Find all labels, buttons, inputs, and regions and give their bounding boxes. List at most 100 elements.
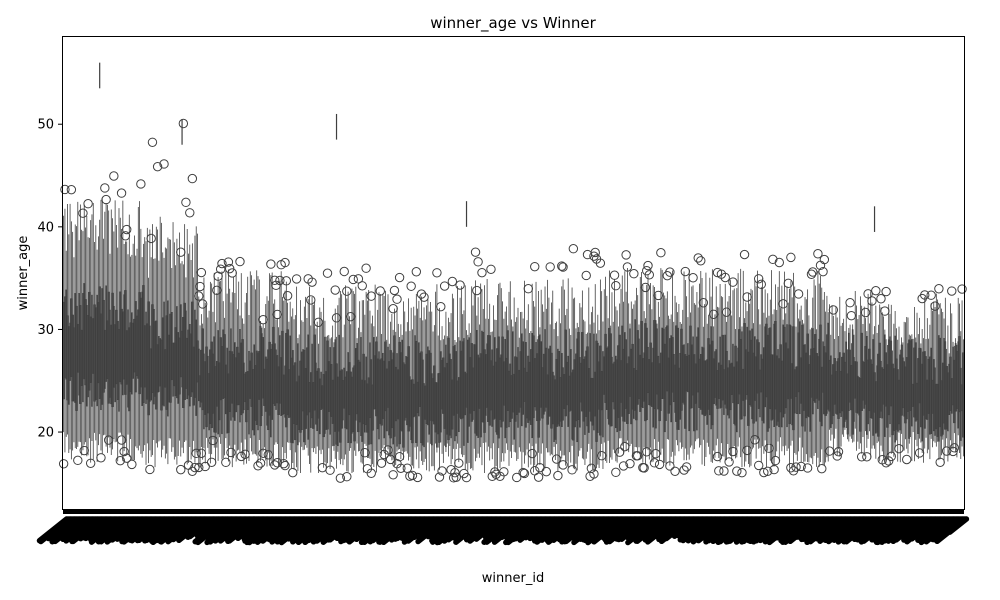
box-body [255, 350, 258, 425]
box-20 [88, 237, 91, 439]
box-208 [330, 337, 333, 462]
box-634 [878, 304, 881, 462]
box-body [388, 361, 391, 436]
box-body [223, 334, 226, 398]
outlier-point [253, 461, 263, 471]
box-body [578, 357, 581, 428]
outlier-point [392, 294, 402, 304]
outlier-point [223, 257, 234, 267]
box-699 [962, 339, 965, 457]
box-427 [612, 321, 615, 450]
plot-area [58, 62, 967, 483]
box-body [763, 347, 765, 424]
box-body [853, 357, 855, 422]
outlier-point [282, 291, 293, 301]
box-body [752, 352, 755, 424]
box-body [470, 343, 473, 422]
box-body [429, 352, 432, 421]
box-193 [307, 277, 317, 449]
box-body [496, 348, 499, 435]
box-body [111, 292, 114, 408]
box-body [513, 373, 515, 440]
box-288 [433, 325, 436, 471]
outlier-point [376, 458, 387, 468]
box-696 [958, 303, 961, 454]
box-550 [770, 270, 773, 462]
box-134 [235, 271, 237, 462]
box-101 [192, 277, 195, 441]
outlier-point [375, 286, 385, 296]
outlier-point [206, 457, 217, 468]
outlier-point [639, 463, 649, 473]
outlier-point [152, 161, 163, 172]
box-688 [948, 353, 951, 456]
box-body [264, 356, 267, 412]
outlier-point [768, 254, 778, 265]
box-body [590, 377, 593, 422]
box-body [376, 358, 379, 430]
box-body [873, 372, 876, 413]
outlier-point [83, 199, 93, 209]
box-body [701, 346, 703, 415]
box-body [669, 338, 671, 406]
box-body [738, 329, 741, 395]
box-422 [605, 295, 608, 463]
box-2 [65, 250, 68, 437]
box-body [185, 310, 187, 389]
outlier-point [127, 459, 137, 470]
box-body [196, 340, 199, 383]
box-body [137, 309, 140, 379]
box-body [844, 361, 846, 422]
box-body [266, 358, 268, 426]
box-body [759, 369, 761, 418]
box-body [289, 335, 292, 418]
box-135 [236, 309, 239, 451]
box-623 [860, 307, 871, 432]
box-124 [222, 301, 225, 459]
box-182 [297, 337, 299, 471]
outlier-point [930, 301, 940, 311]
box-body [468, 337, 470, 427]
outlier-point [66, 184, 77, 195]
box-7 [71, 231, 74, 451]
box-body [208, 373, 210, 431]
box-body [463, 338, 465, 446]
box-body [232, 354, 235, 418]
box-body [416, 381, 419, 414]
outlier-point [876, 294, 886, 304]
box-body [379, 359, 382, 424]
box-530 [745, 302, 747, 462]
box-127 [226, 293, 228, 449]
box-545 [764, 289, 766, 441]
box-body [268, 341, 271, 416]
box-body [483, 349, 486, 433]
box-body [569, 349, 572, 411]
outlier-point [926, 290, 936, 300]
box-body [364, 380, 366, 433]
box-body [528, 361, 531, 421]
box-body [143, 325, 146, 388]
box-382 [554, 322, 557, 461]
box-587 [818, 283, 821, 467]
box-body [694, 363, 697, 404]
box-body [755, 356, 757, 422]
outlier-point [407, 470, 418, 481]
box-body [448, 353, 451, 436]
box-body [777, 349, 779, 422]
box-596 [829, 334, 832, 441]
box-584 [814, 285, 817, 454]
outlier-point [176, 247, 186, 257]
box-554 [775, 310, 778, 452]
box-body [604, 333, 607, 403]
box-body [326, 340, 329, 430]
box-body [564, 329, 567, 417]
outlier-point [739, 249, 750, 260]
box-4 [67, 234, 70, 454]
outlier-point [196, 267, 207, 278]
box-body [885, 352, 887, 407]
box-body [93, 304, 96, 402]
box-315 [468, 323, 470, 463]
box-body [710, 326, 712, 430]
box-body [820, 366, 823, 427]
box-172 [280, 257, 290, 471]
